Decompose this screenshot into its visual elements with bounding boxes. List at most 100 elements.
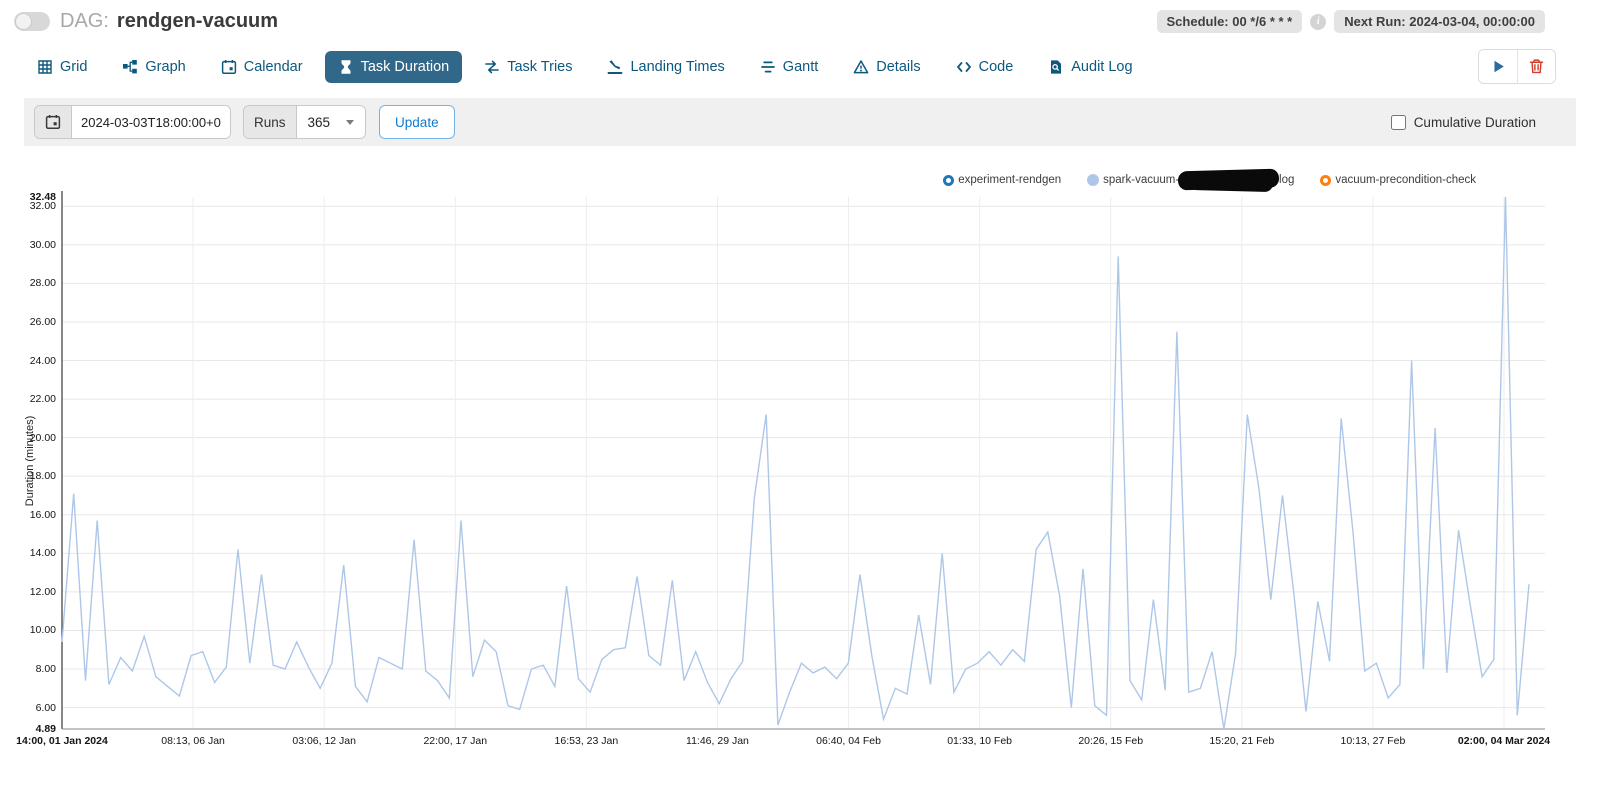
redaction-scribble — [1183, 174, 1271, 186]
base-date-input[interactable] — [72, 106, 230, 138]
legend-label-prefix: spark-vacuum- — [1103, 174, 1180, 186]
tab-label: Task Duration — [360, 58, 450, 75]
tab-label: Calendar — [243, 58, 303, 75]
delete-dag-button[interactable] — [1517, 50, 1555, 83]
graph-icon — [122, 59, 138, 75]
tab-label: Task Tries — [507, 58, 573, 75]
tab-calendar[interactable]: Calendar — [208, 51, 316, 83]
x-tick-label: 08:13, 06 Jan — [161, 735, 225, 747]
tab-details[interactable]: Details — [840, 51, 933, 83]
tab-task-tries[interactable]: Task Tries — [471, 51, 585, 83]
y-tick-label: 20.00 — [29, 431, 56, 444]
x-tick-label: 10:13, 27 Feb — [1340, 735, 1406, 747]
tab-label: Gantt — [782, 58, 819, 75]
dag-label-prefix: DAG: — [60, 10, 109, 32]
warning-triangle-icon — [853, 59, 869, 75]
task-duration-chart-area: experiment-rendgen spark-vacuum- -log vacuu… — [0, 154, 1600, 770]
play-icon — [1490, 58, 1507, 75]
tab-graph[interactable]: Graph — [109, 51, 198, 83]
tab-grid[interactable]: Grid — [24, 51, 100, 83]
grid-icon — [37, 59, 53, 75]
legend-hollow-circle-icon — [943, 174, 955, 186]
cumulative-duration-label: Cumulative Duration — [1413, 114, 1536, 130]
legend-filled-circle-icon — [1087, 174, 1100, 186]
y-tick-label: 16.00 — [29, 508, 56, 521]
tab-label: Grid — [60, 58, 88, 75]
y-tick-label: 30.00 — [29, 238, 56, 251]
calendar-addon[interactable] — [35, 106, 72, 138]
trash-icon — [1528, 58, 1545, 75]
x-tick-label: 06:40, 04 Feb — [816, 735, 881, 747]
y-tick-label: 32.48 — [29, 191, 56, 203]
update-button[interactable]: Update — [379, 105, 455, 139]
tab-gantt[interactable]: Gantt — [747, 51, 831, 83]
tab-audit-log[interactable]: Audit Log — [1035, 51, 1145, 83]
y-tick-label: 8.00 — [35, 663, 56, 676]
y-tick-label: 24.00 — [29, 354, 56, 367]
legend-label: vacuum-precondition-check — [1335, 174, 1476, 186]
x-tick-label: 14:00, 01 Jan 2024 — [16, 735, 108, 747]
info-icon[interactable]: i — [1310, 13, 1327, 30]
legend-label-suffix: -log — [1275, 174, 1295, 186]
x-tick-label: 03:06, 12 Jan — [292, 735, 356, 747]
code-icon — [956, 59, 972, 75]
series-line-spark-vacuum-[redacted]-log — [61, 196, 1530, 730]
runs-selected-value: 365 — [307, 114, 331, 130]
base-date-group — [34, 105, 231, 139]
y-tick-label: 10.00 — [29, 624, 56, 637]
landing-icon — [607, 59, 623, 75]
cumulative-duration-option: Cumulative Duration — [1390, 114, 1536, 130]
y-tick-label: 22.00 — [29, 393, 56, 406]
dag-action-buttons — [1478, 49, 1556, 84]
tab-label: Landing Times — [630, 58, 725, 75]
legend-item-1[interactable]: experiment-rendgen — [943, 174, 1061, 186]
calendar-icon — [45, 114, 61, 130]
retry-icon — [484, 59, 500, 75]
gantt-icon — [760, 59, 776, 75]
toggle-knob — [15, 13, 32, 30]
x-tick-label: 20:26, 15 Feb — [1078, 735, 1144, 747]
x-tick-label: 22:00, 17 Jan — [423, 735, 488, 747]
audit-log-icon — [1048, 59, 1064, 75]
next-run-badge: Next Run: 2024-03-04, 00:00:00 — [1334, 10, 1545, 33]
tab-task-duration[interactable]: Task Duration — [324, 50, 463, 83]
schedule-badge[interactable]: Schedule: 00 */6 * * * — [1156, 10, 1303, 33]
chevron-down-icon — [346, 119, 355, 125]
x-tick-label: 02:00, 04 Mar 2024 — [1457, 735, 1551, 747]
x-tick-label: 16:53, 23 Jan — [554, 735, 619, 747]
y-axis-title: Duration (minutes) — [24, 415, 36, 507]
y-tick-label: 6.00 — [35, 701, 56, 714]
legend-item-3[interactable]: vacuum-precondition-check — [1320, 174, 1476, 186]
runs-label: Runs — [244, 106, 297, 138]
filter-bar: Runs 365 Update Cumulative Duration — [24, 98, 1576, 146]
tab-label: Code — [978, 58, 1014, 75]
trigger-dag-button[interactable] — [1479, 50, 1517, 83]
legend-label: experiment-rendgen — [958, 174, 1062, 186]
chart-legend: experiment-rendgen spark-vacuum- -log vacuu… — [943, 174, 1476, 186]
tab-label: Graph — [145, 58, 186, 75]
y-tick-label: 32.00 — [29, 200, 56, 213]
runs-select[interactable]: 365 — [296, 106, 366, 138]
view-tabs: Grid Graph Calendar Task Duration Task Tries… — [24, 49, 1556, 84]
calendar-icon — [221, 59, 237, 75]
x-tick-label: 11:46, 29 Jan — [686, 735, 749, 747]
legend-hollow-circle-icon — [1320, 174, 1332, 186]
tab-landing-times[interactable]: Landing Times — [594, 51, 737, 83]
y-tick-label: 4.89 — [35, 723, 56, 735]
x-tick-label: 01:33, 10 Feb — [947, 735, 1013, 747]
y-tick-label: 28.00 — [29, 277, 56, 290]
tab-label: Details — [876, 58, 921, 75]
dag-pause-toggle[interactable] — [14, 12, 50, 31]
legend-item-2[interactable]: spark-vacuum- -log — [1087, 174, 1294, 186]
x-tick-label: 15:20, 21 Feb — [1209, 735, 1275, 747]
page-title: DAG: rendgen-vacuum — [60, 10, 278, 33]
runs-group: Runs 365 — [243, 105, 367, 139]
cumulative-duration-checkbox[interactable] — [1390, 114, 1406, 130]
dag-title: rendgen-vacuum — [116, 10, 279, 32]
dag-header: DAG: rendgen-vacuum Schedule: 00 */6 * *… — [0, 0, 1600, 33]
duration-line-chart — [61, 191, 1545, 730]
y-tick-label: 26.00 — [29, 315, 56, 328]
y-tick-label: 18.00 — [29, 470, 56, 483]
tab-code[interactable]: Code — [943, 51, 1027, 83]
y-tick-label: 12.00 — [29, 585, 56, 598]
